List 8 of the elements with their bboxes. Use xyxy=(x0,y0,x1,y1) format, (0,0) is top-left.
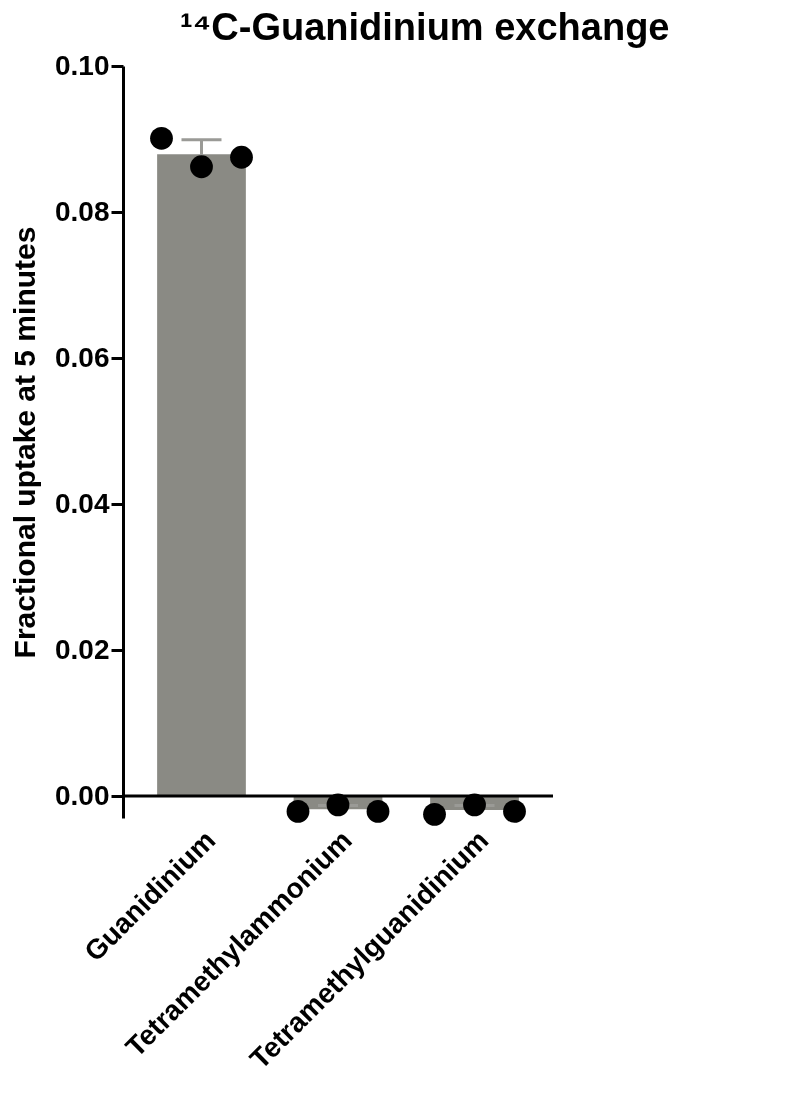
y-axis-title: Fractional uptake at 5 minutes xyxy=(8,226,41,659)
chart-title: ¹⁴C-Guanidinium exchange xyxy=(179,6,670,48)
y-tick-label: 0.06 xyxy=(55,341,110,373)
y-tick-label: 0.08 xyxy=(55,195,110,227)
y-tick-label: 0.10 xyxy=(55,49,110,81)
y-tick-label: 0.04 xyxy=(55,487,110,519)
y-tick-label: 0.00 xyxy=(55,779,110,811)
y-tick-label: 0.02 xyxy=(55,633,110,665)
